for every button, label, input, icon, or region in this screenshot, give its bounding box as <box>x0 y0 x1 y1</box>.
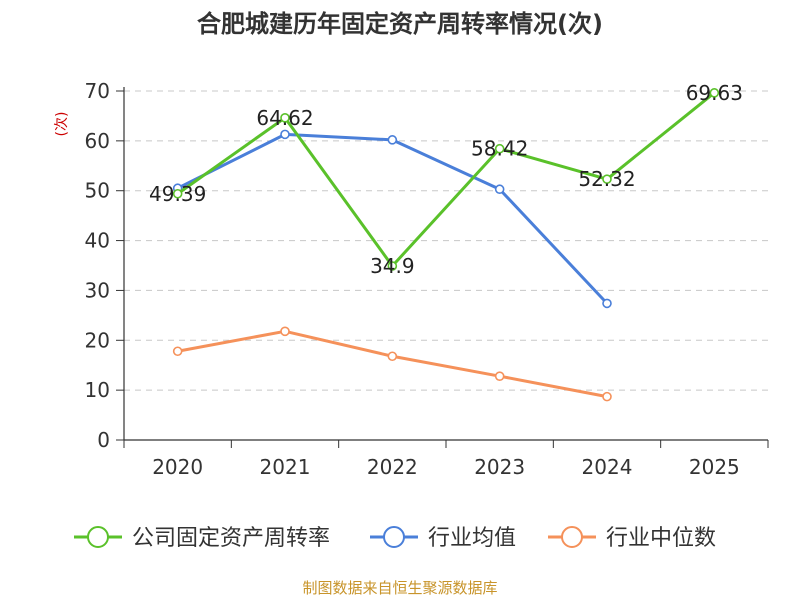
y-axis-label: (次) <box>54 112 70 137</box>
legend-label-1: 行业均值 <box>428 526 516 551</box>
series-0-point-2021 <box>280 113 290 123</box>
series-1-point-2024 <box>602 298 612 309</box>
legend-item-1: 行业均值 <box>370 526 516 551</box>
series-0-point-2023 <box>494 143 505 154</box>
series-layer <box>172 88 720 402</box>
source-note: 制图数据来自恒生聚源数据库 <box>302 579 497 597</box>
series-2-point-2021 <box>280 326 290 337</box>
y-tick-label-50: 50 <box>85 179 110 203</box>
data-label-2022: 34.9 <box>370 254 415 278</box>
series-0-point-2025 <box>709 88 720 98</box>
series-2-point-2023 <box>494 371 505 381</box>
x-tick-label-2021: 2021 <box>260 455 311 479</box>
legend-item-2: 行业中位数 <box>548 526 716 551</box>
y-tick-label-10: 10 <box>85 378 110 402</box>
series-0 <box>172 88 720 271</box>
legend-label-0: 公司固定资产周转率 <box>132 526 330 551</box>
data-label-2020: 49.39 <box>149 182 206 206</box>
x-tick-label-2020: 2020 <box>152 455 203 479</box>
y-tick-label-30: 30 <box>85 278 110 302</box>
series-0-point-2024 <box>602 174 612 184</box>
x-tick-label-2022: 2022 <box>367 455 418 479</box>
legend: 公司固定资产周转率 行业均值 行业中位数 <box>74 526 716 551</box>
legend-marker-1 <box>383 526 405 548</box>
legend-label-2: 行业中位数 <box>606 526 716 551</box>
x-tick-label-2023: 2023 <box>474 455 525 479</box>
series-1-point-2021 <box>280 129 290 140</box>
legend-marker-0 <box>87 526 109 548</box>
y-tick-label-40: 40 <box>85 229 110 253</box>
grid-lines <box>124 90 768 391</box>
data-label-2021: 64.62 <box>256 106 313 130</box>
data-label-2023: 58.42 <box>471 137 528 161</box>
x-tick-label-2025: 2025 <box>689 455 740 479</box>
series-1-point-2022 <box>387 135 398 145</box>
axes: 0 10 20 30 40 50 60 70 2020 2021 2022 2023 2024 2025 <box>85 79 769 479</box>
series-2-point-2022 <box>387 351 398 362</box>
x-tick-label-2024: 2024 <box>582 455 633 479</box>
y-tick-label-20: 20 <box>85 328 110 352</box>
y-tick-label-0: 0 <box>97 428 110 452</box>
series-0-point-2022 <box>387 261 398 271</box>
legend-marker-2 <box>561 526 583 548</box>
series-line-2 <box>177 329 608 399</box>
y-tick-label-60: 60 <box>85 129 110 153</box>
data-label-2025: 69.63 <box>686 81 743 105</box>
series-0-point-2020 <box>172 188 183 199</box>
chart-title: 合肥城建历年固定资产周转率情况(次) <box>197 10 603 38</box>
series-1 <box>172 129 612 309</box>
series-1-point-2023 <box>494 184 505 195</box>
legend-item-0: 公司固定资产周转率 <box>74 526 330 551</box>
series-2 <box>172 326 612 402</box>
y-tick-label-70: 70 <box>85 79 110 103</box>
data-labels: 49.39 64.62 34.9 58.42 52.32 69.63 <box>149 81 743 278</box>
data-label-2024: 52.32 <box>578 167 635 191</box>
series-2-point-2024 <box>602 391 612 402</box>
series-line-0 <box>176 91 716 268</box>
series-2-point-2020 <box>172 346 183 357</box>
